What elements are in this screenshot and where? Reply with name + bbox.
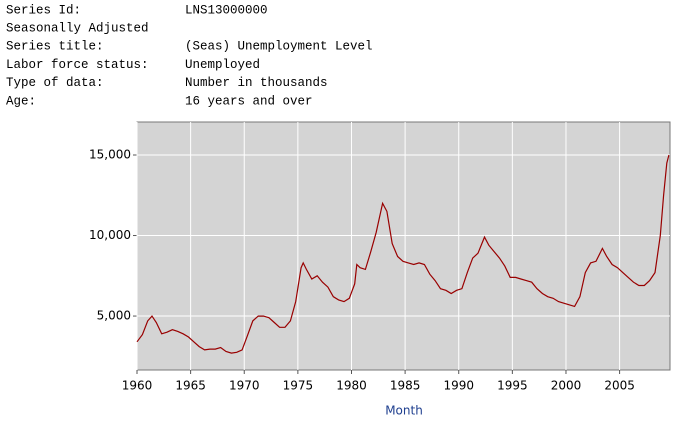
- x-tick-label: 1960: [122, 379, 153, 393]
- x-axis-label: Month: [385, 404, 423, 418]
- field-label: Series title:: [6, 40, 104, 54]
- field-label: Labor force status:: [6, 58, 149, 72]
- y-tick-label: 5,000: [97, 309, 131, 323]
- x-tick-label: 1985: [390, 379, 421, 393]
- y-tick-label: 10,000: [89, 228, 131, 242]
- field-value: LNS13000000: [185, 3, 268, 17]
- field-label: Seasonally Adjusted: [6, 21, 149, 35]
- line-series: [136, 154, 670, 354]
- field-label: Series Id:: [6, 3, 81, 17]
- x-tick-label: 1990: [443, 379, 474, 393]
- x-tick-label: 2005: [604, 379, 635, 393]
- x-tick-label: 1970: [229, 379, 260, 393]
- field-value: 16 years and over: [185, 94, 313, 108]
- field-value: (Seas) Unemployment Level: [185, 40, 373, 54]
- x-tick-label: 2000: [551, 379, 582, 393]
- field-label: Age:: [6, 94, 36, 108]
- y-tick-label: 15,000: [89, 148, 131, 162]
- plot-area: [136, 121, 671, 371]
- x-tick-label: 1980: [336, 379, 367, 393]
- field-label: Type of data:: [6, 76, 104, 90]
- x-tick-label: 1965: [175, 379, 206, 393]
- field-value: Number in thousands: [185, 76, 328, 90]
- x-tick-label: 1995: [497, 379, 528, 393]
- x-tick-label: 1975: [283, 379, 314, 393]
- field-value: Unemployed: [185, 58, 260, 72]
